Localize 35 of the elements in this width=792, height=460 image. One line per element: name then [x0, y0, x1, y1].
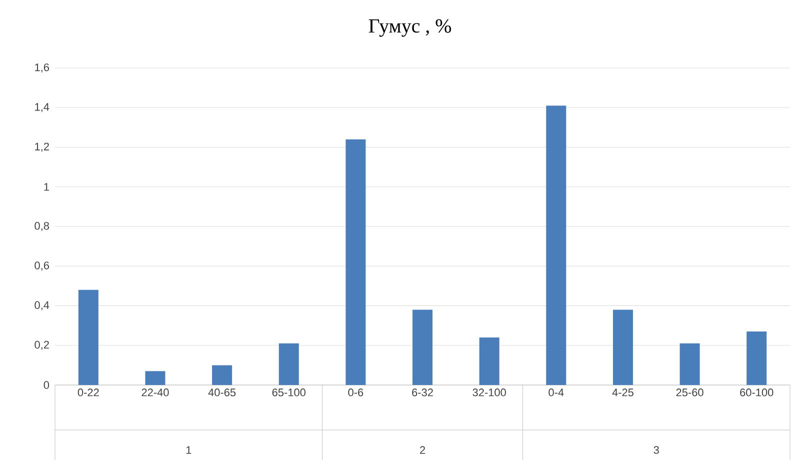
bar [412, 310, 433, 385]
x-tick-label: 25-60 [676, 388, 704, 396]
x-tick-label: 4-25 [612, 388, 634, 396]
x-tick-label: 0-6 [348, 388, 364, 396]
y-tick-label: 0,4 [34, 301, 50, 310]
text: 1 [186, 446, 192, 454]
bar [479, 337, 500, 385]
y-tick-label: 1 [44, 183, 49, 191]
bar [346, 139, 366, 385]
bar [212, 365, 232, 385]
x-tick-label: 22-40 [142, 388, 169, 396]
bar [78, 290, 98, 385]
y-tick-label: 0,8 [34, 222, 49, 232]
x-tick-label: 65-100 [272, 388, 306, 396]
text: 2 [420, 446, 426, 454]
text: 3 [654, 446, 659, 454]
y-tick-label: 1,6 [35, 63, 49, 73]
bar [278, 343, 299, 385]
bar [546, 106, 566, 385]
x-tick-label: 32-100 [472, 388, 506, 396]
y-tick-label: 0,2 [34, 340, 49, 350]
y-tick-label: 0,6 [34, 262, 49, 271]
x-tick-label: 40-65 [208, 388, 236, 396]
y-tick-label: 1,2 [35, 142, 49, 152]
chart-title: Гумус , % [368, 19, 452, 37]
x-tick-label: 60-100 [740, 388, 774, 396]
y-tick-label: 1,4 [35, 103, 50, 112]
x-tick-label: 0-22 [78, 388, 99, 396]
x-tick-label: 0-4 [548, 388, 564, 396]
bar [680, 343, 700, 385]
bar [612, 310, 633, 385]
y-tick-label: 0 [44, 381, 50, 389]
bar [145, 371, 166, 385]
x-tick-label: 6-32 [412, 388, 433, 396]
bar [746, 332, 767, 385]
